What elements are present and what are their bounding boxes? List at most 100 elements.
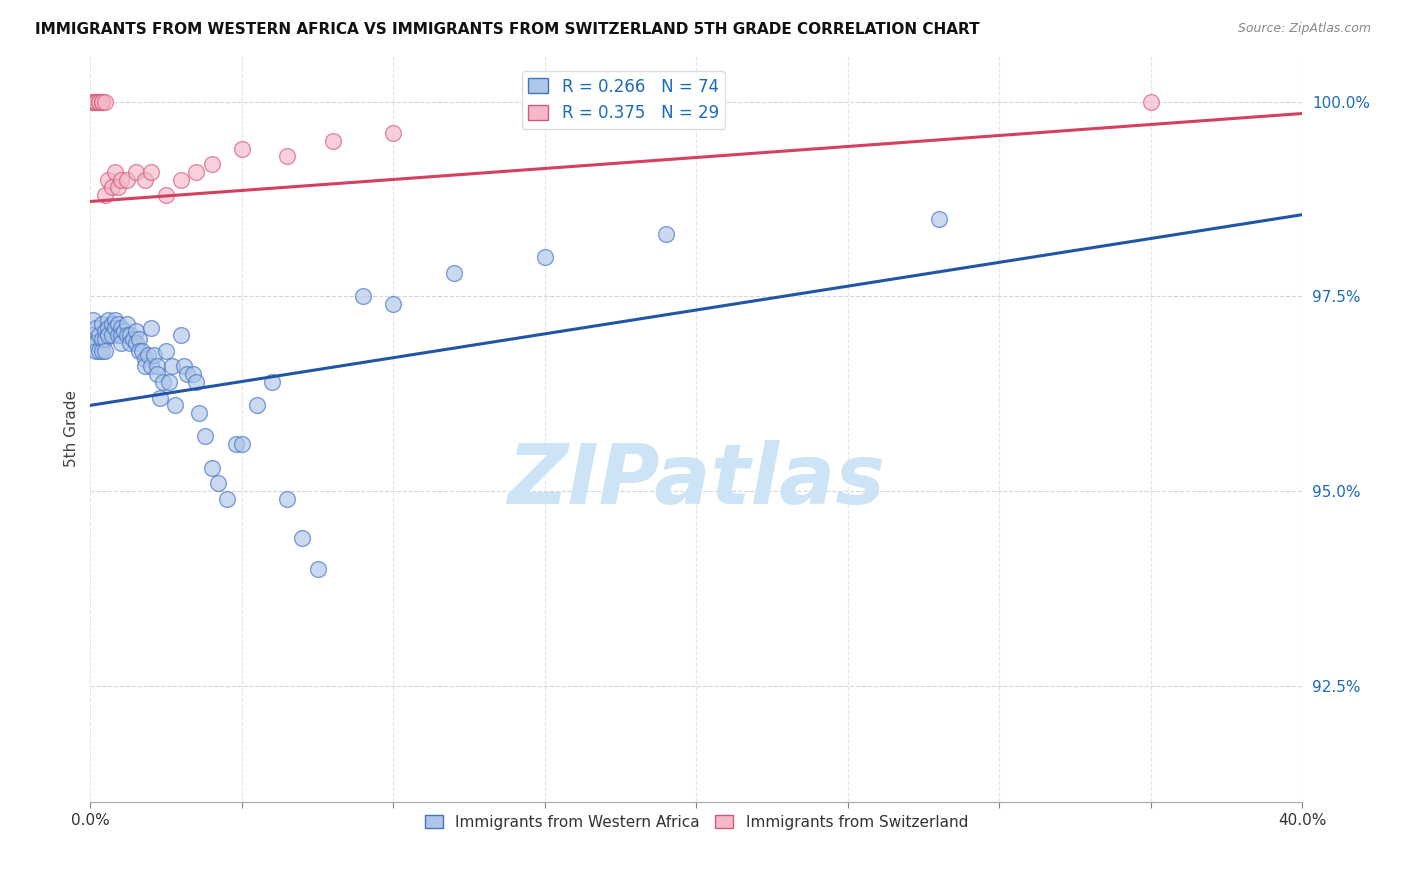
- Point: [89, 328, 111, 343]
- Point: [82, 95, 104, 109]
- Point: [134, 359, 156, 374]
- Point: [262, 375, 284, 389]
- Point: [125, 336, 148, 351]
- Point: [322, 134, 344, 148]
- Point: [103, 320, 125, 334]
- Point: [155, 188, 177, 202]
- Point: [200, 460, 222, 475]
- Point: [231, 142, 253, 156]
- Point: [82, 336, 104, 351]
- Point: [134, 351, 156, 366]
- Point: [170, 172, 193, 186]
- Point: [82, 95, 104, 109]
- Point: [110, 328, 132, 343]
- Point: [100, 317, 122, 331]
- Point: [1139, 95, 1161, 109]
- Point: [307, 562, 329, 576]
- Point: [112, 325, 135, 339]
- Point: [86, 343, 108, 358]
- Point: [89, 343, 111, 358]
- Point: [131, 343, 153, 358]
- Point: [82, 95, 104, 109]
- Point: [97, 328, 120, 343]
- Point: [291, 531, 314, 545]
- Point: [533, 251, 555, 265]
- Point: [443, 266, 465, 280]
- Point: [139, 165, 162, 179]
- Point: [115, 328, 138, 343]
- Point: [128, 332, 150, 346]
- Point: [231, 437, 253, 451]
- Point: [276, 491, 298, 506]
- Point: [107, 180, 129, 194]
- Point: [165, 398, 187, 412]
- Point: [160, 359, 183, 374]
- Point: [139, 359, 162, 374]
- Point: [125, 325, 148, 339]
- Point: [82, 328, 104, 343]
- Point: [170, 328, 193, 343]
- Text: ZIPatlas: ZIPatlas: [508, 441, 886, 522]
- Y-axis label: 5th Grade: 5th Grade: [65, 390, 79, 467]
- Point: [173, 359, 195, 374]
- Point: [146, 368, 169, 382]
- Text: Source: ZipAtlas.com: Source: ZipAtlas.com: [1237, 22, 1371, 36]
- Point: [115, 172, 138, 186]
- Point: [155, 343, 177, 358]
- Point: [82, 312, 104, 326]
- Legend: Immigrants from Western Africa, Immigrants from Switzerland: Immigrants from Western Africa, Immigran…: [419, 808, 974, 836]
- Point: [157, 375, 180, 389]
- Point: [100, 180, 122, 194]
- Point: [86, 336, 108, 351]
- Point: [125, 165, 148, 179]
- Point: [103, 312, 125, 326]
- Point: [97, 312, 120, 326]
- Point: [91, 343, 114, 358]
- Point: [110, 336, 132, 351]
- Point: [89, 95, 111, 109]
- Point: [97, 320, 120, 334]
- Point: [89, 95, 111, 109]
- Point: [118, 328, 141, 343]
- Point: [225, 437, 247, 451]
- Point: [136, 348, 159, 362]
- Point: [107, 317, 129, 331]
- Point: [200, 157, 222, 171]
- Point: [215, 491, 238, 506]
- Point: [382, 126, 405, 140]
- Point: [928, 211, 950, 226]
- Point: [110, 172, 132, 186]
- Point: [91, 317, 114, 331]
- Point: [86, 95, 108, 109]
- Point: [246, 398, 269, 412]
- Text: IMMIGRANTS FROM WESTERN AFRICA VS IMMIGRANTS FROM SWITZERLAND 5TH GRADE CORRELAT: IMMIGRANTS FROM WESTERN AFRICA VS IMMIGR…: [35, 22, 980, 37]
- Point: [382, 297, 405, 311]
- Point: [194, 429, 217, 443]
- Point: [86, 95, 108, 109]
- Point: [207, 476, 229, 491]
- Point: [176, 368, 198, 382]
- Point: [149, 391, 172, 405]
- Point: [100, 328, 122, 343]
- Point: [94, 325, 117, 339]
- Point: [91, 95, 114, 109]
- Point: [276, 149, 298, 163]
- Point: [94, 332, 117, 346]
- Point: [97, 172, 120, 186]
- Point: [94, 188, 117, 202]
- Point: [142, 348, 165, 362]
- Point: [186, 375, 208, 389]
- Point: [91, 95, 114, 109]
- Point: [115, 317, 138, 331]
- Point: [186, 165, 208, 179]
- Point: [94, 343, 117, 358]
- Point: [107, 328, 129, 343]
- Point: [188, 406, 211, 420]
- Point: [139, 320, 162, 334]
- Point: [110, 320, 132, 334]
- Point: [655, 227, 678, 241]
- Point: [86, 320, 108, 334]
- Point: [121, 332, 143, 346]
- Point: [128, 343, 150, 358]
- Point: [152, 375, 174, 389]
